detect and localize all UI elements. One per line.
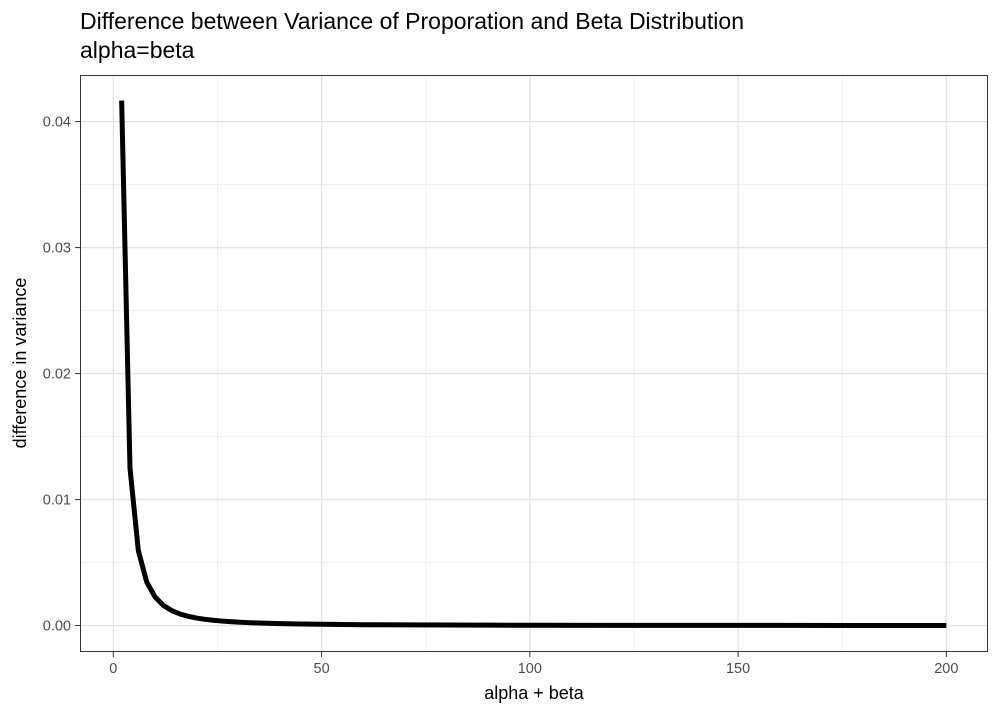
- y-tick-label: 0.03: [43, 241, 71, 257]
- x-axis-title: alpha + beta: [484, 683, 585, 703]
- plot-border: [80, 75, 988, 652]
- y-tick-label: 0.01: [43, 493, 71, 509]
- minor-gridlines: [80, 75, 988, 652]
- x-tick-label: 50: [314, 661, 330, 677]
- x-tick-label: 0: [109, 661, 117, 677]
- x-tick-label: 200: [934, 661, 958, 677]
- y-tick-label: 0.02: [43, 367, 71, 383]
- chart-title: Difference between Variance of Proporati…: [80, 8, 744, 34]
- y-axis-title: difference in variance: [10, 278, 30, 449]
- x-axis: 0 50 100 150 200: [109, 652, 958, 677]
- plot-panel: [80, 75, 988, 652]
- y-tick-label: 0.00: [43, 619, 71, 635]
- chart-subtitle: alpha=beta: [80, 37, 195, 63]
- x-tick-label: 150: [726, 661, 750, 677]
- y-axis: 0.00 0.01 0.02 0.03 0.04: [43, 115, 80, 635]
- series-layer: [119, 100, 947, 628]
- series-line: [119, 100, 947, 628]
- y-tick-label: 0.04: [43, 115, 71, 131]
- x-tick-label: 100: [518, 661, 542, 677]
